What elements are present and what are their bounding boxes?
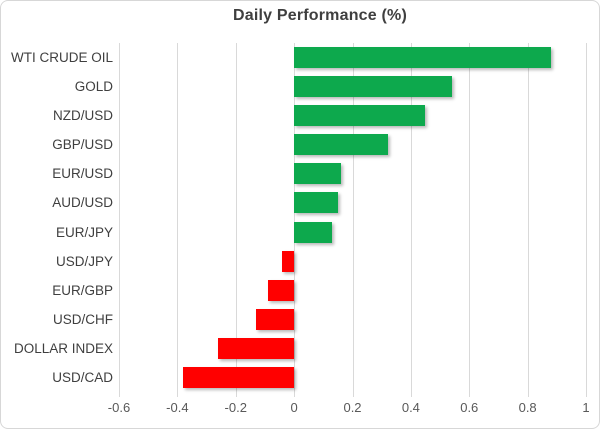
gridline bbox=[177, 43, 179, 397]
x-tick-label: 0.4 bbox=[401, 400, 420, 415]
bar-usd-jpy bbox=[282, 250, 295, 272]
category-label: USD/CAD bbox=[52, 369, 113, 385]
x-tick-label: 0.2 bbox=[343, 400, 362, 415]
plot-area bbox=[119, 43, 587, 397]
x-tick-label: -0.4 bbox=[166, 400, 189, 415]
category-label: WTI CRUDE OIL bbox=[10, 50, 113, 66]
gridline bbox=[235, 43, 237, 397]
gridline bbox=[119, 43, 120, 397]
category-label: GOLD bbox=[74, 79, 113, 95]
category-label: USD/CHF bbox=[53, 311, 113, 327]
bar-aud-usd bbox=[294, 192, 338, 214]
category-label: USD/JPY bbox=[55, 253, 113, 269]
gridline bbox=[469, 43, 471, 397]
gridline bbox=[410, 43, 412, 397]
bar-gbp-usd bbox=[294, 134, 388, 156]
x-tick-label: -0.6 bbox=[107, 400, 131, 415]
category-label: NZD/USD bbox=[53, 108, 113, 124]
value-axis: -0.6 -0.4 -0.2 0 0.2 0.4 0.6 0.8 1 bbox=[108, 400, 590, 418]
bar-eur-usd bbox=[294, 163, 341, 185]
gridline bbox=[294, 43, 296, 397]
chart-title: Daily Performance (%) bbox=[232, 7, 408, 24]
category-label: AUD/USD bbox=[52, 195, 113, 211]
bar-usd-chf bbox=[256, 308, 295, 330]
gridline bbox=[586, 43, 587, 397]
category-label: EUR/JPY bbox=[55, 224, 113, 240]
bar-wti-crude-oil bbox=[294, 47, 551, 69]
bar-dollar-index bbox=[218, 337, 295, 359]
x-tick-label: 1 bbox=[582, 400, 590, 415]
x-tick-label: -0.2 bbox=[224, 400, 247, 415]
bar-usd-cad bbox=[183, 366, 295, 388]
category-label: EUR/GBP bbox=[52, 282, 113, 298]
bar-eur-jpy bbox=[294, 221, 333, 243]
x-tick-label: 0 bbox=[290, 400, 298, 415]
category-label: DOLLAR INDEX bbox=[13, 340, 113, 356]
bar-nzd-usd bbox=[294, 105, 426, 127]
category-axis-labels: WTI CRUDE OIL GOLD NZD/USD GBP/USD EUR/USD AU… bbox=[1, 43, 113, 392]
bar-gold bbox=[294, 76, 452, 98]
gridline bbox=[527, 43, 529, 397]
gridline bbox=[352, 43, 354, 397]
x-tick-label: 0.6 bbox=[460, 400, 479, 415]
x-tick-label: 0.8 bbox=[518, 400, 537, 415]
category-label: EUR/USD bbox=[52, 166, 113, 182]
category-label: GBP/USD bbox=[52, 137, 113, 153]
bar-eur-gbp bbox=[267, 279, 295, 301]
